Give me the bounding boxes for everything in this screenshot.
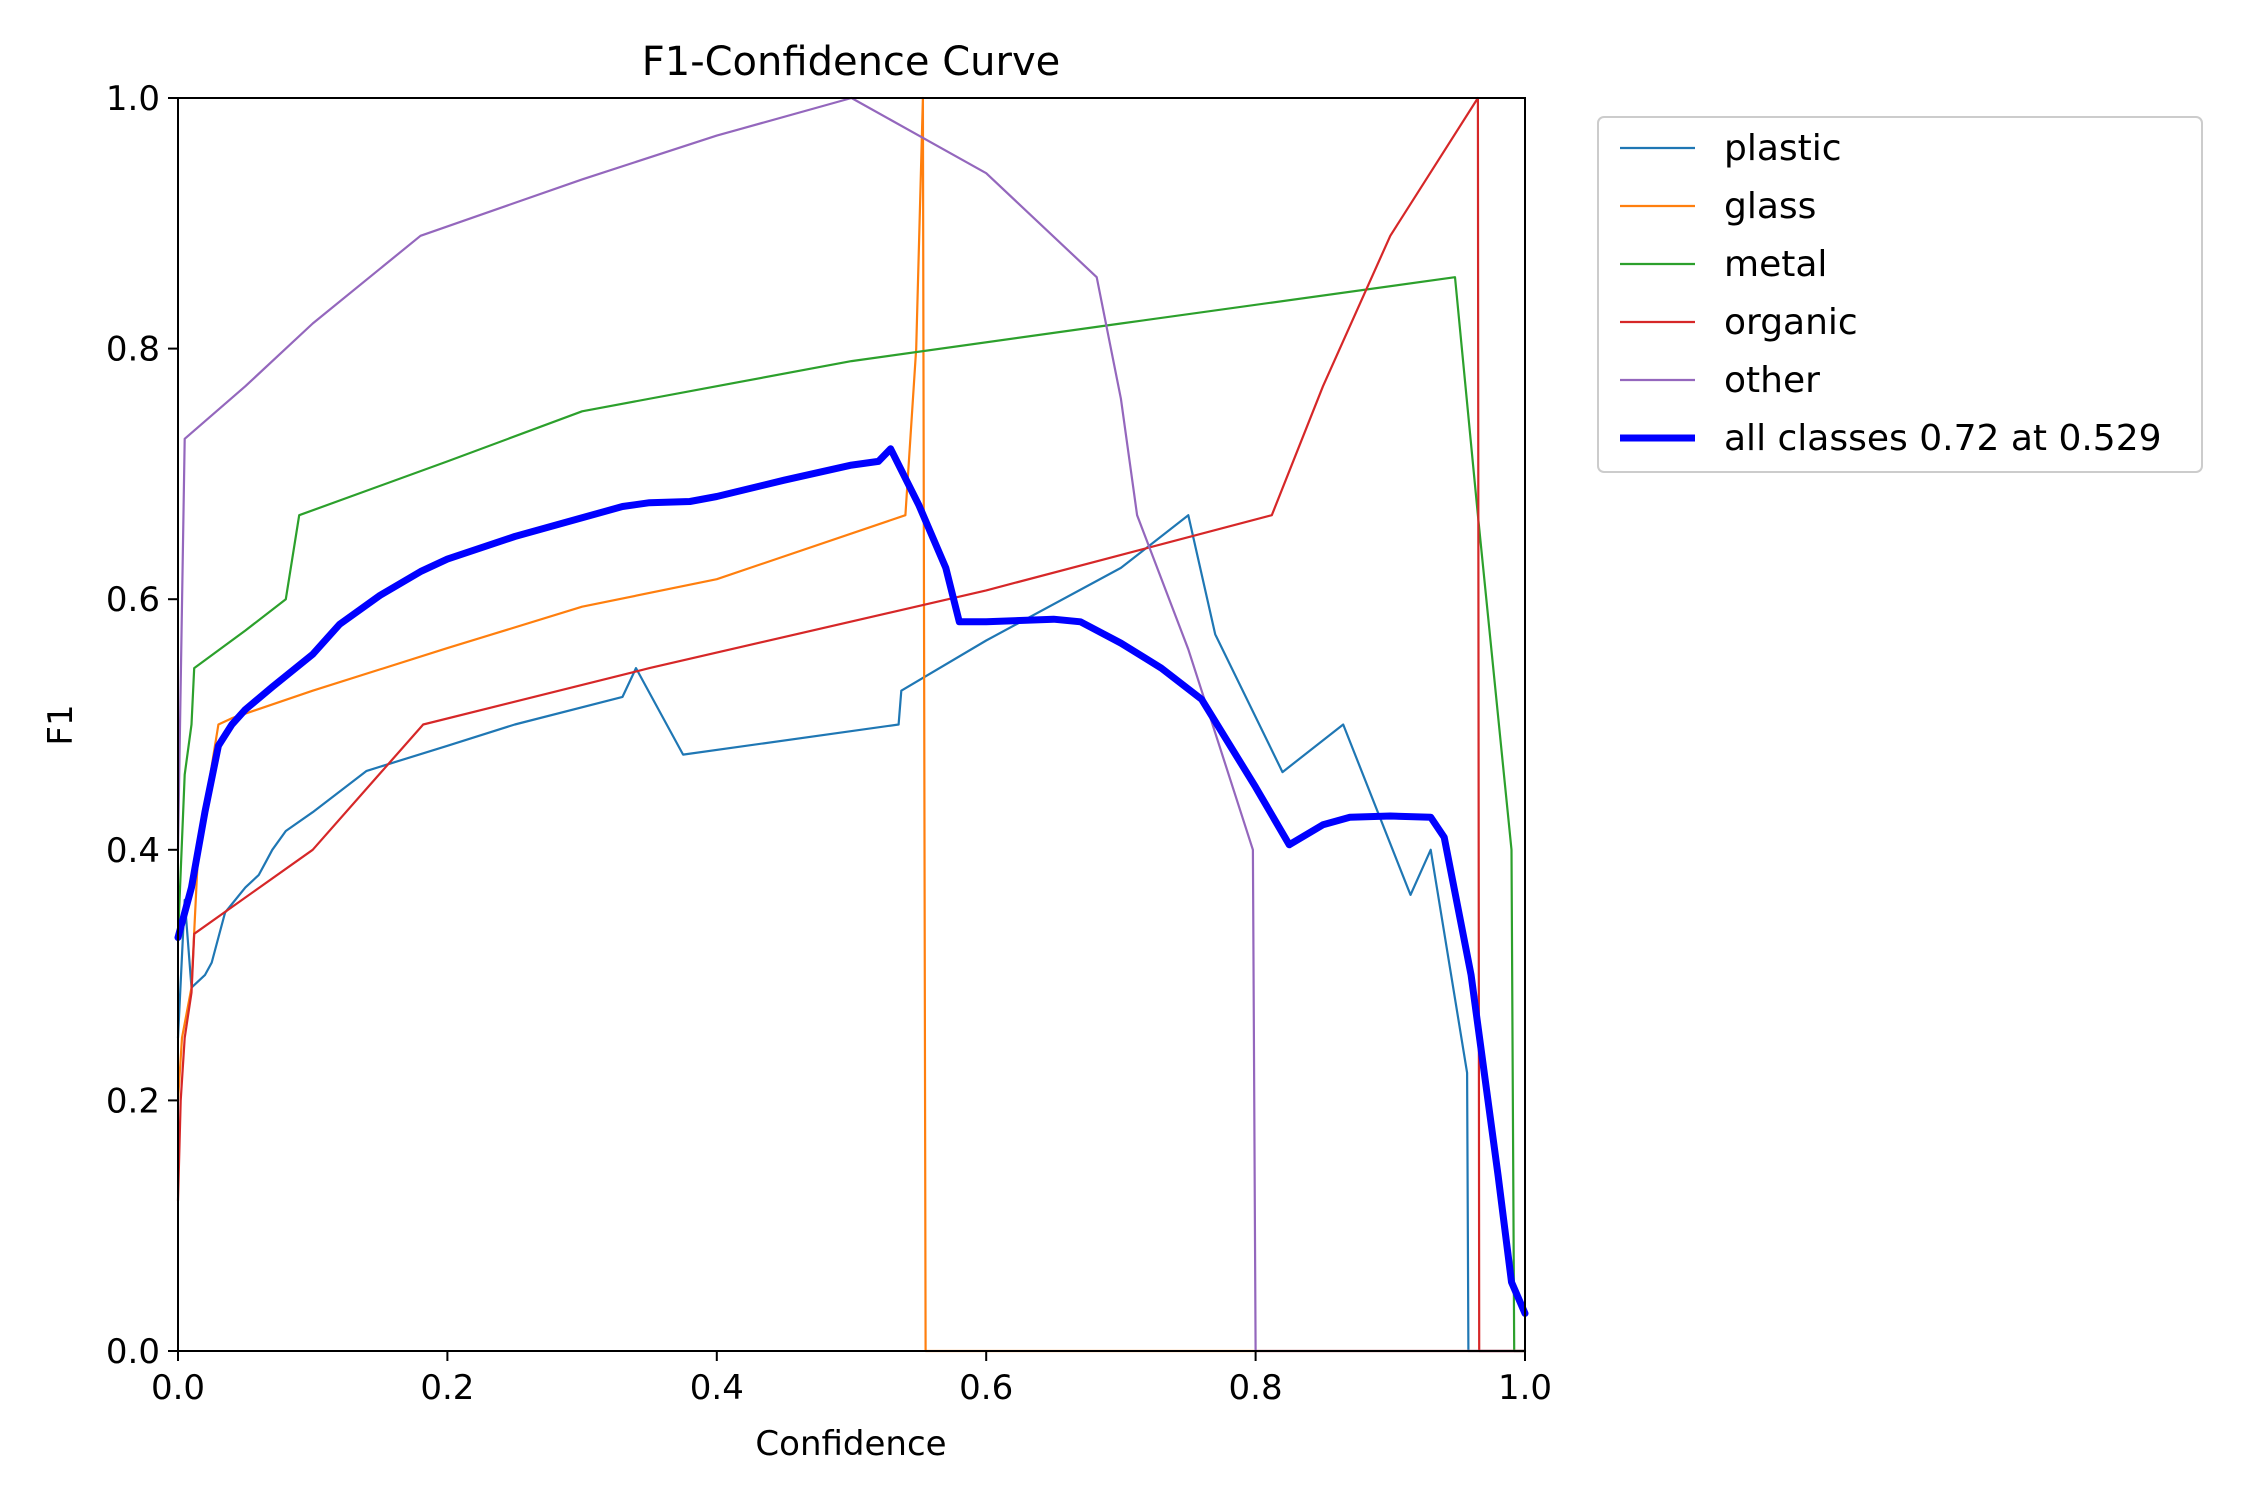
- series-line-metal: [176, 276, 1527, 1353]
- legend-label-plastic: plastic: [1724, 128, 1842, 169]
- x-tick-label: 0.8: [1229, 1368, 1283, 1408]
- x-tick-label: 0.4: [690, 1368, 744, 1408]
- chart-title: F1-Confidence Curve: [642, 39, 1061, 85]
- series-layer: [174, 96, 1529, 1353]
- x-axis-label: Confidence: [755, 1424, 946, 1464]
- x-axis: 0.0 0.2 0.4 0.6 0.8 1.0: [151, 1351, 1552, 1408]
- y-tick-label: 1.0: [106, 79, 160, 119]
- legend-frame: [1597, 116, 2203, 473]
- series-line-plastic: [176, 514, 1527, 1353]
- plot-area-frame: [177, 97, 1526, 1352]
- y-tick-label: 0.2: [106, 1081, 160, 1121]
- x-tick-label: 0.0: [151, 1368, 205, 1408]
- series-line-glass: [176, 96, 1527, 1353]
- y-axis-label: F1: [41, 704, 81, 745]
- legend-label-other: other: [1724, 360, 1820, 401]
- series-line-all-classes-0-72-at-0-529: [174, 445, 1529, 1317]
- x-tick-label: 0.6: [959, 1368, 1013, 1408]
- legend-label-all-classes-0-72-at-0-529: all classes 0.72 at 0.529: [1724, 418, 2162, 459]
- y-tick-label: 0.6: [106, 580, 160, 620]
- series-line-organic: [176, 96, 1527, 1353]
- x-tick-label: 1.0: [1498, 1368, 1552, 1408]
- y-axis: 0.0 0.2 0.4 0.6 0.8 1.0: [106, 79, 178, 1372]
- y-tick-label: 0.4: [106, 831, 160, 871]
- y-tick-label: 0.0: [106, 1332, 160, 1372]
- series-line-other: [176, 96, 1527, 1353]
- legend: plastic glass metal organic other all classes…: [1597, 116, 2203, 473]
- x-tick-label: 0.2: [420, 1368, 474, 1408]
- y-tick-label: 0.8: [106, 330, 160, 370]
- legend-label-glass: glass: [1724, 186, 1816, 227]
- legend-label-metal: metal: [1724, 244, 1827, 285]
- legend-label-organic: organic: [1724, 302, 1858, 343]
